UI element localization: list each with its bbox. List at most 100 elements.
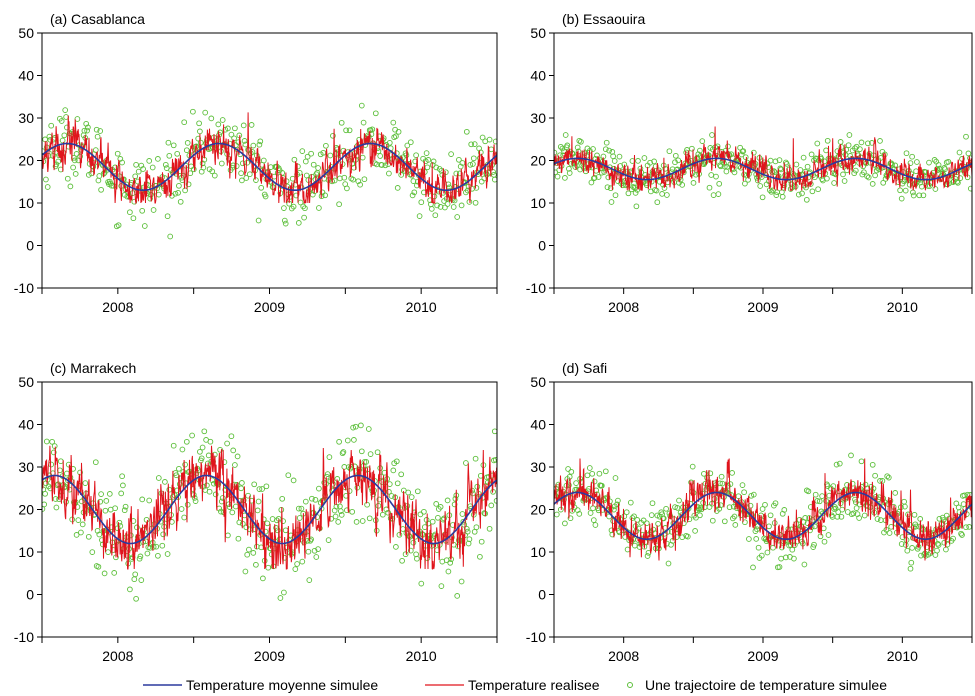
simulated-point (316, 485, 322, 492)
simulated-point (48, 461, 55, 468)
simulated-point (841, 178, 848, 184)
simulated-point (920, 192, 927, 199)
simulated-point (625, 190, 632, 197)
simulated-point (294, 561, 300, 567)
y-tick-label: 10 (18, 195, 34, 211)
simulated-point (735, 493, 742, 500)
simulated-point (250, 550, 257, 556)
simulated-point (741, 489, 747, 496)
simulated-point (635, 158, 641, 164)
simulated-point (491, 428, 497, 435)
simulated-point (316, 205, 322, 211)
simulated-point (471, 141, 478, 147)
x-tick-label: 2010 (887, 648, 918, 664)
simulated-point (195, 135, 202, 142)
simulated-point (897, 187, 903, 194)
simulated-point (856, 515, 862, 521)
simulated-point (57, 458, 64, 465)
simulated-point (614, 501, 620, 508)
simulated-point (358, 102, 365, 109)
simulated-point (963, 524, 969, 531)
simulated-point (839, 506, 846, 513)
simulated-point (92, 147, 99, 153)
simulated-point (471, 528, 478, 535)
y-tick-label: 20 (530, 502, 546, 518)
simulated-point (870, 485, 877, 492)
simulated-point (463, 525, 470, 532)
simulated-point (197, 128, 203, 135)
simulated-point (586, 465, 593, 471)
simulated-point (694, 154, 701, 161)
simulated-point (189, 432, 195, 439)
simulated-point (182, 187, 188, 194)
simulated-point (135, 168, 142, 175)
simulated-point (819, 493, 825, 499)
simulated-point (170, 142, 177, 149)
simulated-point (139, 496, 146, 503)
simulated-point (61, 132, 68, 139)
simulated-point (147, 195, 153, 202)
simulated-point (590, 505, 596, 512)
simulated-point (898, 195, 905, 202)
simulated-point (239, 480, 245, 486)
simulated-point (659, 191, 665, 197)
simulated-point (407, 139, 414, 146)
simulated-point (672, 152, 679, 159)
simulated-point (640, 517, 647, 524)
simulated-point (206, 488, 213, 495)
simulated-point (557, 152, 563, 159)
simulated-point (665, 560, 672, 567)
panel-title: (b) Essaouira (562, 11, 645, 27)
simulated-point (346, 127, 353, 134)
simulated-point (846, 132, 853, 138)
simulated-point (62, 107, 69, 113)
simulated-point (810, 544, 817, 550)
simulated-point (250, 142, 257, 149)
simulated-point (612, 475, 619, 481)
simulated-point (96, 531, 103, 538)
simulated-point (943, 546, 949, 553)
simulated-point (632, 190, 639, 196)
simulated-point (188, 163, 195, 170)
simulated-point (279, 495, 286, 502)
simulated-point (106, 491, 113, 497)
panel-title: (d) Safi (562, 360, 607, 376)
simulated-point (616, 153, 623, 160)
simulated-point (405, 489, 412, 496)
simulated-point (375, 502, 382, 509)
y-tick-label: 40 (18, 417, 34, 433)
simulated-point (651, 158, 657, 165)
legend-swatch-simulated (627, 682, 633, 688)
simulated-point (674, 505, 681, 511)
simulated-point (907, 160, 914, 166)
simulated-point (230, 447, 237, 454)
simulated-point (292, 566, 299, 572)
simulated-point (64, 470, 70, 477)
simulated-point (244, 159, 251, 166)
simulated-point (776, 564, 783, 570)
simulated-point (64, 175, 71, 182)
y-tick-label: 10 (18, 544, 34, 560)
y-tick-label: -10 (14, 629, 34, 645)
simulated-point (914, 159, 920, 165)
simulated-point (75, 517, 82, 523)
simulated-point (911, 511, 918, 518)
simulated-point (864, 173, 870, 180)
simulated-point (604, 184, 611, 191)
simulated-point (341, 174, 348, 181)
simulated-point (910, 189, 916, 196)
simulated-point (112, 505, 118, 512)
simulated-point (772, 500, 779, 507)
simulated-point (323, 142, 329, 149)
simulated-point (779, 544, 785, 551)
simulated-point (235, 139, 242, 146)
simulated-point (732, 522, 739, 528)
simulated-point (132, 173, 139, 180)
simulated-point (589, 470, 596, 477)
simulated-point (141, 223, 148, 229)
simulated-point (634, 517, 641, 523)
simulated-point (361, 459, 368, 465)
simulated-point (468, 141, 475, 148)
simulated-point (456, 156, 462, 163)
simulated-point (740, 148, 747, 154)
